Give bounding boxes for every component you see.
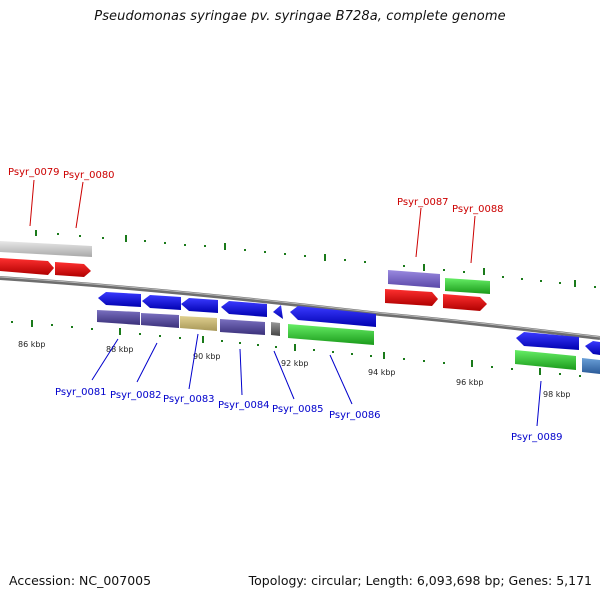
gene-bar-edge[interactable]: [582, 358, 600, 374]
leader-line: [415, 207, 422, 258]
gene-label-bottom[interactable]: Psyr_0089: [511, 432, 563, 443]
gene-label-top[interactable]: Psyr_0088: [452, 204, 504, 215]
forward-arrow-psyr-0080[interactable]: [55, 262, 91, 277]
reverse-arrow-edge[interactable]: [585, 341, 600, 355]
gene-label-top[interactable]: Psyr_0087: [397, 197, 449, 208]
gene-bar-psyr-0087[interactable]: [388, 270, 440, 288]
bottom-gene-labels: Psyr_0081 Psyr_0082 Psyr_0083 Psyr_0084 …: [55, 333, 563, 443]
scale-labels: 86 kbp 88 kbp 90 kbp 92 kbp 94 kbp 96 kb…: [18, 340, 571, 399]
gene-label-top[interactable]: Psyr_0080: [63, 170, 115, 181]
gene-label-bottom[interactable]: Psyr_0082: [110, 390, 162, 401]
scale-label: 94 kbp: [368, 368, 396, 377]
scale-label: 90 kbp: [193, 352, 221, 361]
scale-label: 92 kbp: [281, 359, 309, 368]
gene-bar-psyr-0084[interactable]: [220, 319, 265, 335]
leader-line: [91, 338, 119, 381]
accession-text: Accession: NC_007005: [9, 573, 152, 588]
gene-label-bottom[interactable]: Psyr_0084: [218, 400, 270, 411]
leader-line: [136, 342, 158, 383]
reverse-arrow-psyr-0085[interactable]: [273, 305, 283, 319]
leader-line: [75, 181, 84, 229]
gene-bar-psyr-0083[interactable]: [180, 316, 217, 331]
gene-bar-psyr-0085[interactable]: [271, 322, 280, 336]
gene-bar-psyr-0079[interactable]: [0, 241, 92, 257]
reverse-arrow-psyr-0082[interactable]: [142, 295, 181, 310]
leader-line: [239, 348, 243, 396]
upper-tick-row: [35, 230, 596, 288]
gene-bar-psyr-0081[interactable]: [97, 310, 140, 325]
top-gene-labels: Psyr_0079 Psyr_0080 Psyr_0087 Psyr_0088: [8, 167, 504, 264]
scale-label: 96 kbp: [456, 378, 484, 387]
reverse-arrow-psyr-0089[interactable]: [516, 332, 579, 350]
genome-summary-text: Topology: circular; Length: 6,093,698 bp…: [248, 573, 592, 588]
leader-line: [536, 380, 542, 427]
scale-label: 98 kbp: [543, 390, 571, 399]
leader-line: [273, 350, 295, 400]
reverse-arrow-psyr-0086[interactable]: [290, 306, 376, 327]
reverse-arrow-psyr-0084[interactable]: [221, 301, 267, 317]
forward-arrow-psyr-0088[interactable]: [443, 294, 487, 311]
lower-feature-track: [97, 292, 600, 374]
leader-line: [329, 354, 353, 405]
gene-label-bottom[interactable]: Psyr_0081: [55, 387, 107, 398]
map-title: Pseudomonas syringae pv. syringae B728a,…: [94, 9, 506, 24]
gene-bar-psyr-0086[interactable]: [288, 324, 374, 345]
scale-label: 88 kbp: [106, 345, 134, 354]
gene-label-bottom[interactable]: Psyr_0086: [329, 410, 381, 421]
gene-label-bottom[interactable]: Psyr_0083: [163, 394, 215, 405]
gene-label-top[interactable]: Psyr_0079: [8, 167, 60, 178]
forward-arrow-psyr-0087[interactable]: [385, 289, 438, 306]
leader-line: [188, 333, 199, 390]
reverse-arrow-psyr-0081[interactable]: [98, 292, 141, 307]
leader-line: [29, 179, 35, 227]
gene-bar-psyr-0082[interactable]: [141, 313, 179, 328]
upper-feature-track: [0, 241, 490, 311]
lower-tick-row: [11, 320, 581, 377]
gene-bar-psyr-0089[interactable]: [515, 350, 576, 370]
forward-arrow-psyr-0079[interactable]: [0, 258, 54, 275]
gene-label-bottom[interactable]: Psyr_0085: [272, 404, 324, 415]
scale-label: 86 kbp: [18, 340, 46, 349]
genome-backbone: [0, 276, 600, 340]
gene-bar-psyr-0088[interactable]: [445, 278, 490, 294]
reverse-arrow-psyr-0083[interactable]: [181, 298, 218, 313]
leader-line: [470, 215, 476, 264]
